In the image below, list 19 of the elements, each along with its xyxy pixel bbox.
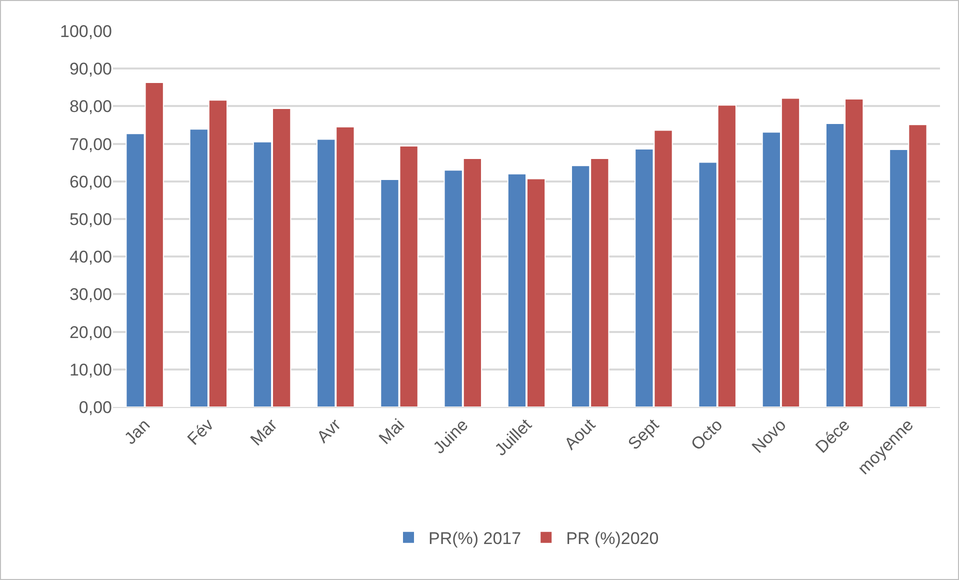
x-tick-label: Jan	[120, 415, 154, 448]
y-tick-label: 60,00	[69, 172, 112, 192]
y-tick-label: 100,00	[60, 22, 112, 41]
y-tick-label: 20,00	[69, 322, 112, 342]
x-tick-label: Avr	[313, 415, 345, 447]
y-tick-label: 50,00	[69, 210, 112, 229]
legend-label: PR (%)2020	[566, 528, 659, 548]
y-tick-label: 90,00	[69, 60, 112, 79]
y-tick-label: 30,00	[69, 285, 112, 304]
x-tick-label: Fév	[184, 414, 218, 449]
y-tick-label: 80,00	[69, 97, 112, 116]
x-tick-label: Octo	[687, 415, 726, 454]
legend-label: PR(%) 2017	[428, 528, 522, 548]
y-tick-label: 0,00	[78, 398, 112, 417]
x-tick-label: Mar	[246, 415, 282, 450]
y-tick-label: 70,00	[69, 134, 112, 154]
y-tick-label: 40,00	[69, 248, 112, 267]
x-tick-label: Mai	[375, 415, 408, 448]
y-tick-label: 10,00	[69, 360, 112, 380]
